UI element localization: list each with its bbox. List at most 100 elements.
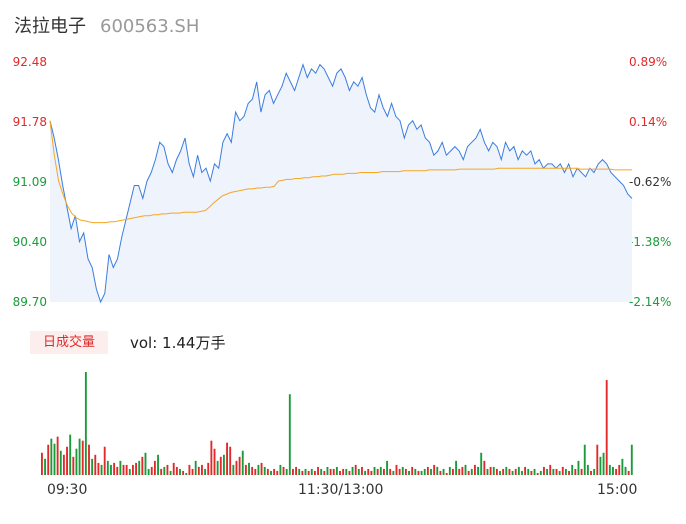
volume-bar xyxy=(511,470,514,475)
volume-bar xyxy=(288,394,291,475)
volume-bar xyxy=(521,470,523,475)
volume-bar xyxy=(389,468,392,475)
y-tick-1: 91.78 xyxy=(12,115,47,129)
volume-bar xyxy=(273,468,276,475)
volume-bar xyxy=(47,444,50,475)
volume-bar xyxy=(505,466,508,475)
volume-bar xyxy=(467,470,470,475)
volume-bar xyxy=(379,466,382,475)
volume-bar xyxy=(361,466,363,475)
volume-bar xyxy=(141,456,144,475)
volume-bar xyxy=(332,468,335,475)
volume-bar xyxy=(370,470,373,475)
volume-bar xyxy=(536,472,539,475)
volume-bar xyxy=(125,464,128,475)
volume-bar xyxy=(229,446,232,475)
volume-bar xyxy=(285,468,288,475)
volume-bar xyxy=(323,470,326,475)
volume-bar xyxy=(320,468,323,475)
volume-bar xyxy=(182,470,185,475)
volume-bar xyxy=(270,470,272,475)
volume-bar xyxy=(113,462,116,475)
volume-bar xyxy=(533,468,536,475)
volume-bar xyxy=(84,372,87,475)
volume-bar xyxy=(568,470,570,475)
volume-bar xyxy=(543,466,545,475)
volume-bar xyxy=(539,470,542,475)
volume-bar xyxy=(147,468,150,475)
volume-bar xyxy=(357,468,360,475)
volume-bar xyxy=(59,450,62,475)
y-tick-right-0: 0.89% xyxy=(629,55,668,69)
volume-readout: vol: 1.44万手 xyxy=(130,334,226,352)
volume-bar xyxy=(599,456,602,475)
volume-bar xyxy=(191,468,194,475)
volume-bar xyxy=(244,464,247,475)
volume-bar xyxy=(574,468,577,475)
volume-bar xyxy=(153,460,156,475)
volume-bar xyxy=(81,440,84,475)
volume-bar xyxy=(62,454,65,475)
volume-bar xyxy=(53,443,56,475)
volume-bar xyxy=(169,470,172,475)
volume-bar xyxy=(398,468,401,475)
volume-bar xyxy=(248,462,250,475)
volume-bar xyxy=(197,466,200,475)
volume-bar xyxy=(213,448,216,475)
volume-bar xyxy=(204,468,207,475)
volume-bar xyxy=(210,440,213,475)
volume-bar xyxy=(335,466,338,475)
volume-bar xyxy=(298,468,301,475)
volume-bar xyxy=(458,468,461,475)
volume-bar xyxy=(128,468,131,475)
volume-bar xyxy=(326,466,329,475)
volume-bar xyxy=(492,466,495,475)
y-tick-right-3: -1.38% xyxy=(629,235,672,249)
volume-bar xyxy=(423,468,426,475)
y-tick-2: 91.09 xyxy=(12,175,47,189)
volume-bar xyxy=(461,466,464,475)
y-tick-4: 89.70 xyxy=(12,295,47,309)
volume-bar xyxy=(571,464,574,475)
volume-bar xyxy=(310,468,313,475)
volume-bar xyxy=(150,466,153,475)
volume-bar xyxy=(194,460,197,475)
volume-bar xyxy=(188,464,191,475)
volume-bar xyxy=(480,452,483,475)
volume-bar xyxy=(442,468,445,475)
volume-bar xyxy=(376,468,379,475)
volume-bar xyxy=(241,450,244,475)
volume-bar xyxy=(621,458,624,475)
volume-bar xyxy=(238,456,241,475)
volume-bar xyxy=(292,468,294,475)
volume-bar xyxy=(103,446,106,475)
y-tick-0: 92.48 xyxy=(12,55,47,69)
volume-bar xyxy=(627,470,630,475)
volume-tab[interactable]: 日成交量 xyxy=(30,331,108,354)
volume-bar xyxy=(276,470,279,475)
volume-bar xyxy=(433,464,436,475)
volume-bar xyxy=(160,468,163,475)
volume-bar xyxy=(517,466,520,475)
volume-bar xyxy=(373,466,376,475)
volume-bar xyxy=(351,466,354,475)
volume-bar xyxy=(530,470,533,475)
volume-bar xyxy=(414,468,417,475)
volume-bar xyxy=(552,468,555,475)
volume-bar xyxy=(175,466,178,475)
volume-bar xyxy=(207,462,210,475)
volume-bar xyxy=(313,470,316,475)
volume-bar xyxy=(561,466,564,475)
price-line xyxy=(49,63,633,304)
volume-bar xyxy=(455,460,458,475)
volume-bar xyxy=(144,452,147,475)
volume-bar xyxy=(41,452,43,475)
volume-bar xyxy=(445,472,448,475)
volume-bar xyxy=(514,468,517,475)
volume-bar xyxy=(254,468,257,475)
volume-bar xyxy=(110,464,112,475)
volume-bar xyxy=(106,460,109,475)
volume-bar xyxy=(69,434,72,475)
volume-bar xyxy=(401,466,404,475)
volume-bar xyxy=(495,468,498,475)
